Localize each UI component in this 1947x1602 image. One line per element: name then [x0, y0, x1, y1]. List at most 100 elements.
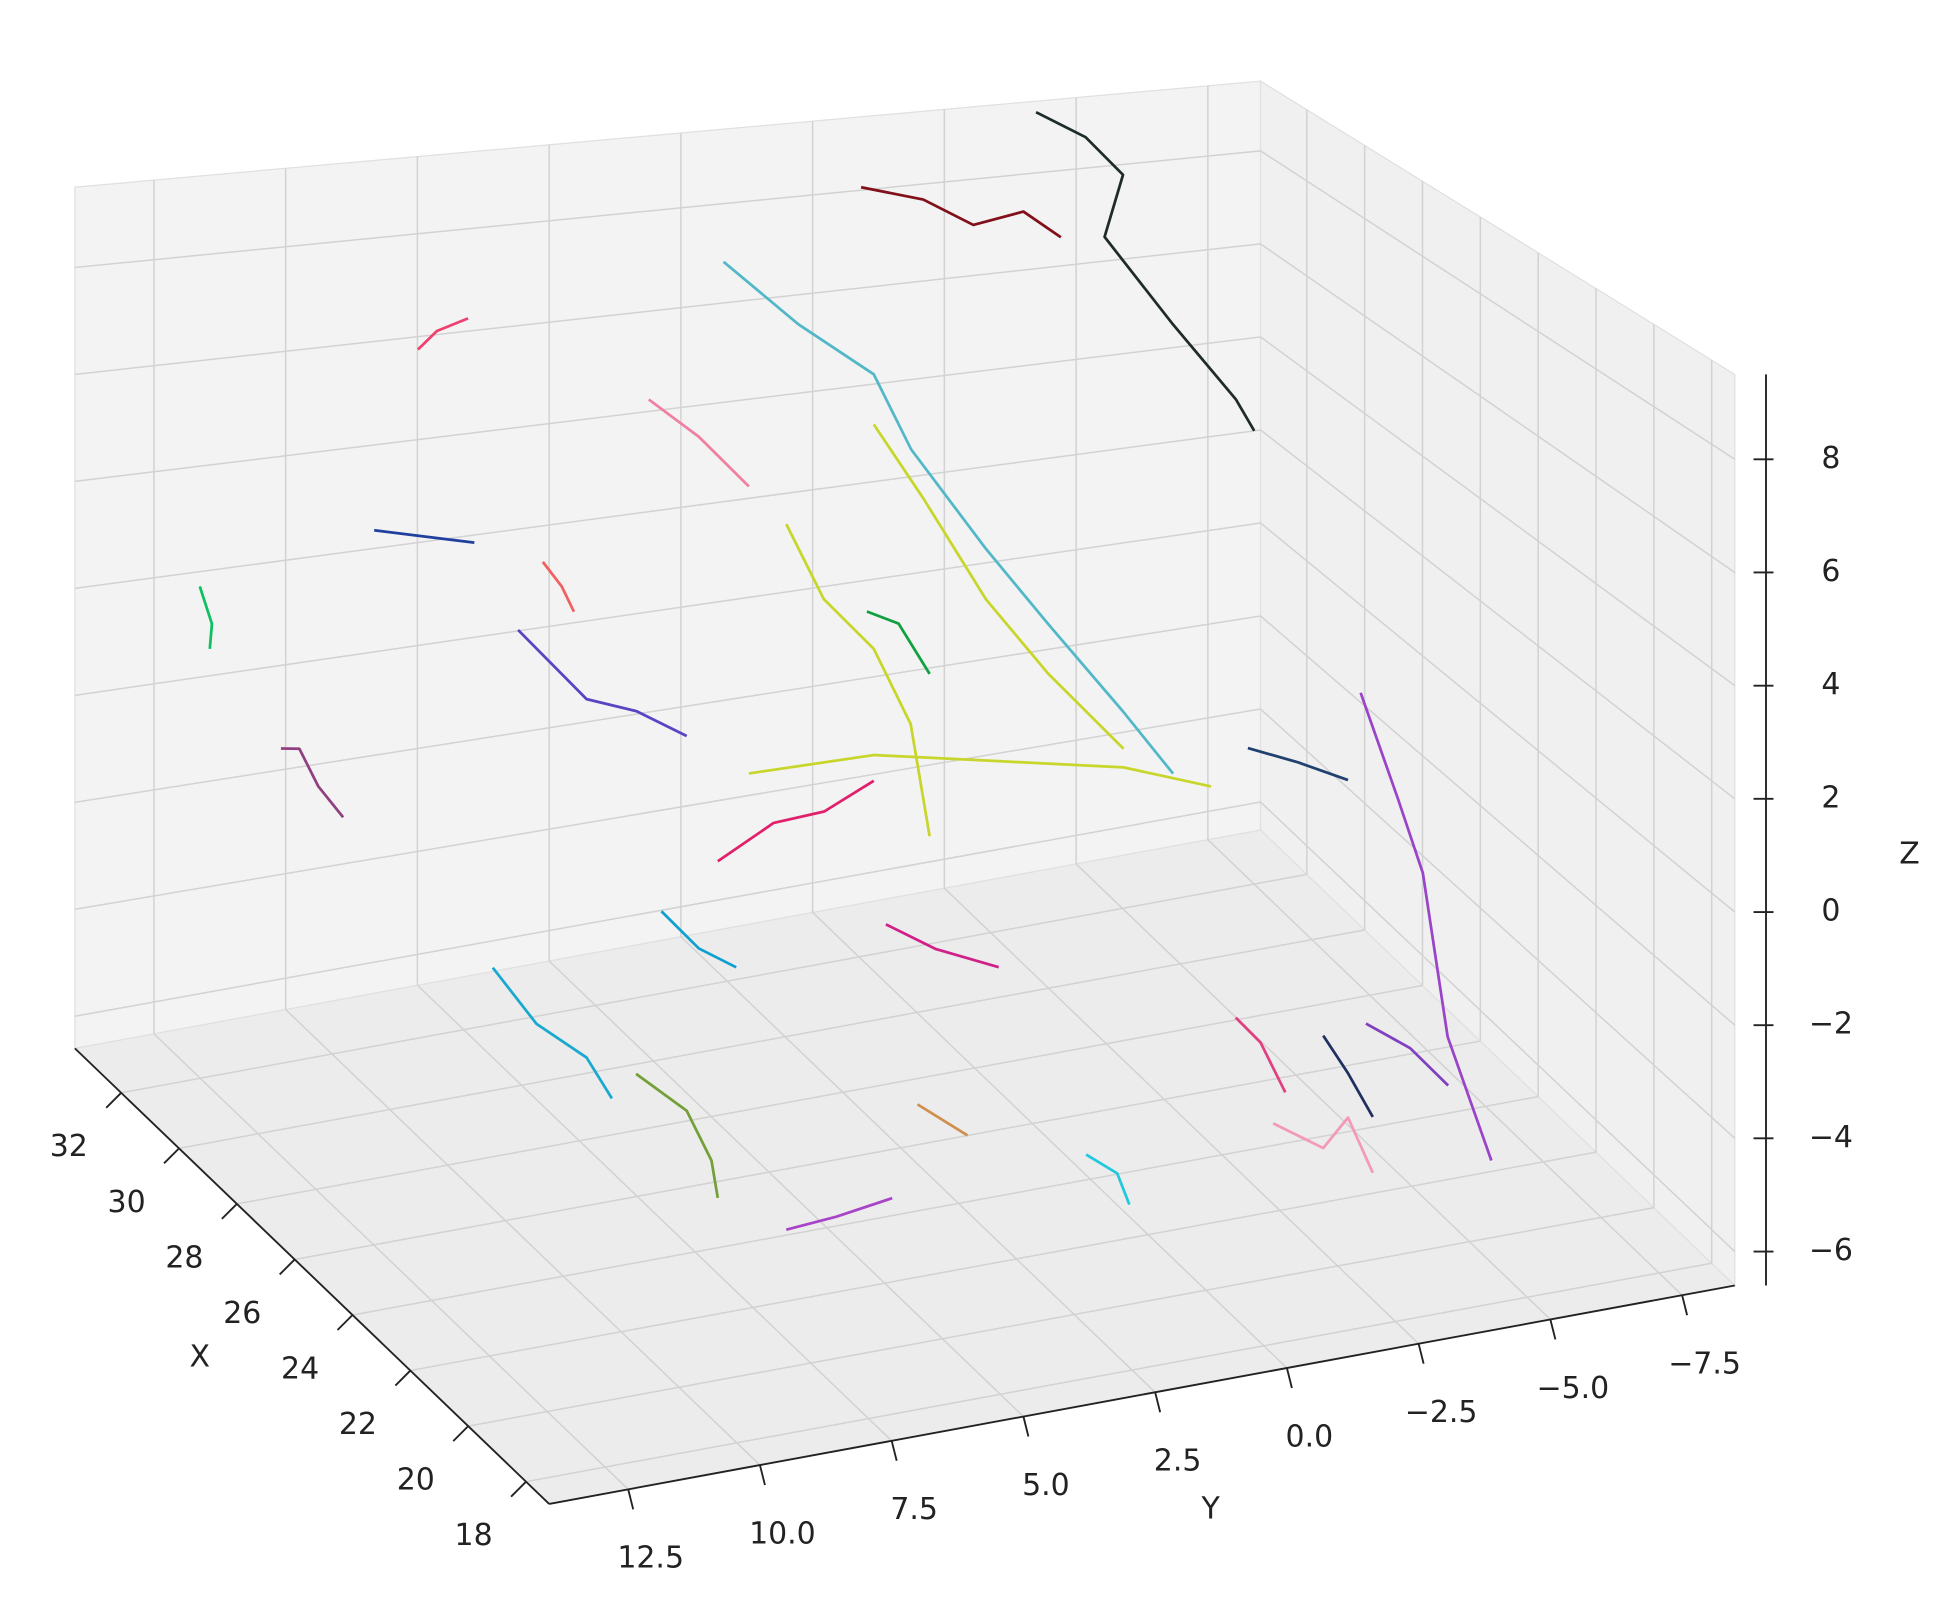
- grid-line: [548, 960, 1024, 1418]
- x-tick: [105, 1092, 122, 1109]
- x-tick-label: 28: [165, 1240, 203, 1275]
- grid-line: [1260, 150, 1736, 460]
- trace: [722, 260, 1175, 775]
- z-tick-label: 8: [1821, 441, 1840, 476]
- trace: [866, 610, 931, 675]
- grid-line: [680, 936, 1156, 1393]
- grid-line: [812, 911, 1288, 1369]
- x-tick: [394, 1369, 412, 1387]
- trace: [1035, 110, 1256, 432]
- grid-line: [285, 1008, 761, 1466]
- trace: [416, 317, 469, 351]
- z-tick-label: −4: [1809, 1120, 1853, 1155]
- trace: [1085, 1153, 1131, 1205]
- trace: [1365, 1022, 1450, 1087]
- trace: [916, 1103, 969, 1137]
- trace: [1272, 1116, 1375, 1174]
- grid-line: [1207, 839, 1683, 1296]
- trace: [541, 561, 576, 613]
- grid-line: [352, 1095, 1539, 1316]
- x-tick-label: 26: [223, 1296, 261, 1331]
- trace: [198, 586, 214, 649]
- x-tick: [221, 1203, 238, 1220]
- y-tick-label: 7.5: [890, 1492, 938, 1527]
- y-tick: [1417, 1343, 1425, 1364]
- trace: [1359, 692, 1493, 1161]
- trace: [785, 523, 931, 837]
- trace: [860, 185, 1062, 239]
- y-tick: [627, 1489, 635, 1510]
- z-tick-label: 6: [1821, 554, 1840, 589]
- grid-line: [74, 615, 1261, 804]
- trace: [1322, 1034, 1374, 1118]
- grid-line: [1260, 336, 1736, 687]
- grid-line: [74, 708, 1261, 911]
- trace: [748, 753, 1212, 788]
- y-tick-label: 10.0: [749, 1516, 816, 1551]
- x-axis-label: X: [189, 1339, 210, 1374]
- y-tick-label: −2.5: [1405, 1395, 1478, 1430]
- trace: [872, 423, 1125, 750]
- grid-line: [1075, 863, 1551, 1321]
- y-tick: [1022, 1416, 1030, 1437]
- y-tick-label: −7.5: [1668, 1347, 1741, 1382]
- y-tick: [759, 1464, 766, 1486]
- grid-line: [153, 1033, 629, 1490]
- grid-line: [416, 984, 893, 1442]
- x-tick: [336, 1314, 354, 1331]
- grid-line: [74, 336, 1261, 483]
- z-tick-label: −6: [1809, 1233, 1853, 1268]
- trace: [374, 528, 475, 545]
- grid-line: [468, 1206, 1654, 1427]
- trace: [280, 747, 345, 819]
- grid-line: [943, 887, 1420, 1345]
- trace: [885, 923, 1000, 969]
- trace: [660, 910, 737, 969]
- trace: [517, 628, 688, 738]
- grid-line: [121, 873, 1307, 1094]
- x-tick-label: 20: [397, 1463, 435, 1498]
- z-tick-label: 2: [1821, 780, 1840, 815]
- z-tick-label: −2: [1809, 1007, 1853, 1042]
- grid-line: [1260, 429, 1736, 800]
- y-tick-label: −5.0: [1536, 1371, 1609, 1406]
- grid-line: [1260, 708, 1736, 1139]
- grid-line: [1260, 801, 1736, 1253]
- grid-line: [410, 1151, 1597, 1372]
- y-tick-label: 12.5: [617, 1541, 684, 1576]
- y-tick: [1549, 1319, 1557, 1340]
- x-axis-line: [74, 1047, 550, 1505]
- grid-line: [178, 929, 1365, 1150]
- z-tick-label: 4: [1821, 667, 1840, 702]
- grid-line: [74, 801, 1261, 1018]
- y-tick-label: 2.5: [1154, 1444, 1202, 1479]
- trace: [1247, 746, 1349, 782]
- trace: [785, 1196, 893, 1231]
- y-axis-label: Y: [1200, 1492, 1220, 1527]
- trace: [647, 398, 750, 488]
- grid-line: [1260, 243, 1736, 574]
- x-tick-label: 30: [108, 1185, 146, 1220]
- grid-line: [74, 243, 1261, 376]
- y-tick: [890, 1440, 898, 1462]
- grid: [74, 85, 1736, 1490]
- y-axis-line: [548, 1284, 1735, 1505]
- x-tick: [452, 1425, 469, 1442]
- y-tick: [1154, 1392, 1162, 1413]
- trace: [717, 779, 875, 863]
- z-axis-label: Z: [1899, 836, 1920, 871]
- trace: [491, 966, 614, 1100]
- x-tick-label: 32: [50, 1129, 88, 1164]
- grid-line: [74, 150, 1261, 269]
- y-tick: [1285, 1367, 1293, 1389]
- z-tick-label: 0: [1821, 894, 1840, 929]
- y-tick-label: 0.0: [1286, 1419, 1334, 1454]
- x-tick: [510, 1481, 527, 1498]
- y-tick-label: 5.0: [1022, 1468, 1070, 1503]
- x-tick-label: 18: [455, 1518, 493, 1553]
- trace: [1234, 1016, 1287, 1093]
- grid-line: [74, 429, 1261, 590]
- x-tick: [163, 1147, 180, 1164]
- grid-line: [1260, 615, 1736, 1026]
